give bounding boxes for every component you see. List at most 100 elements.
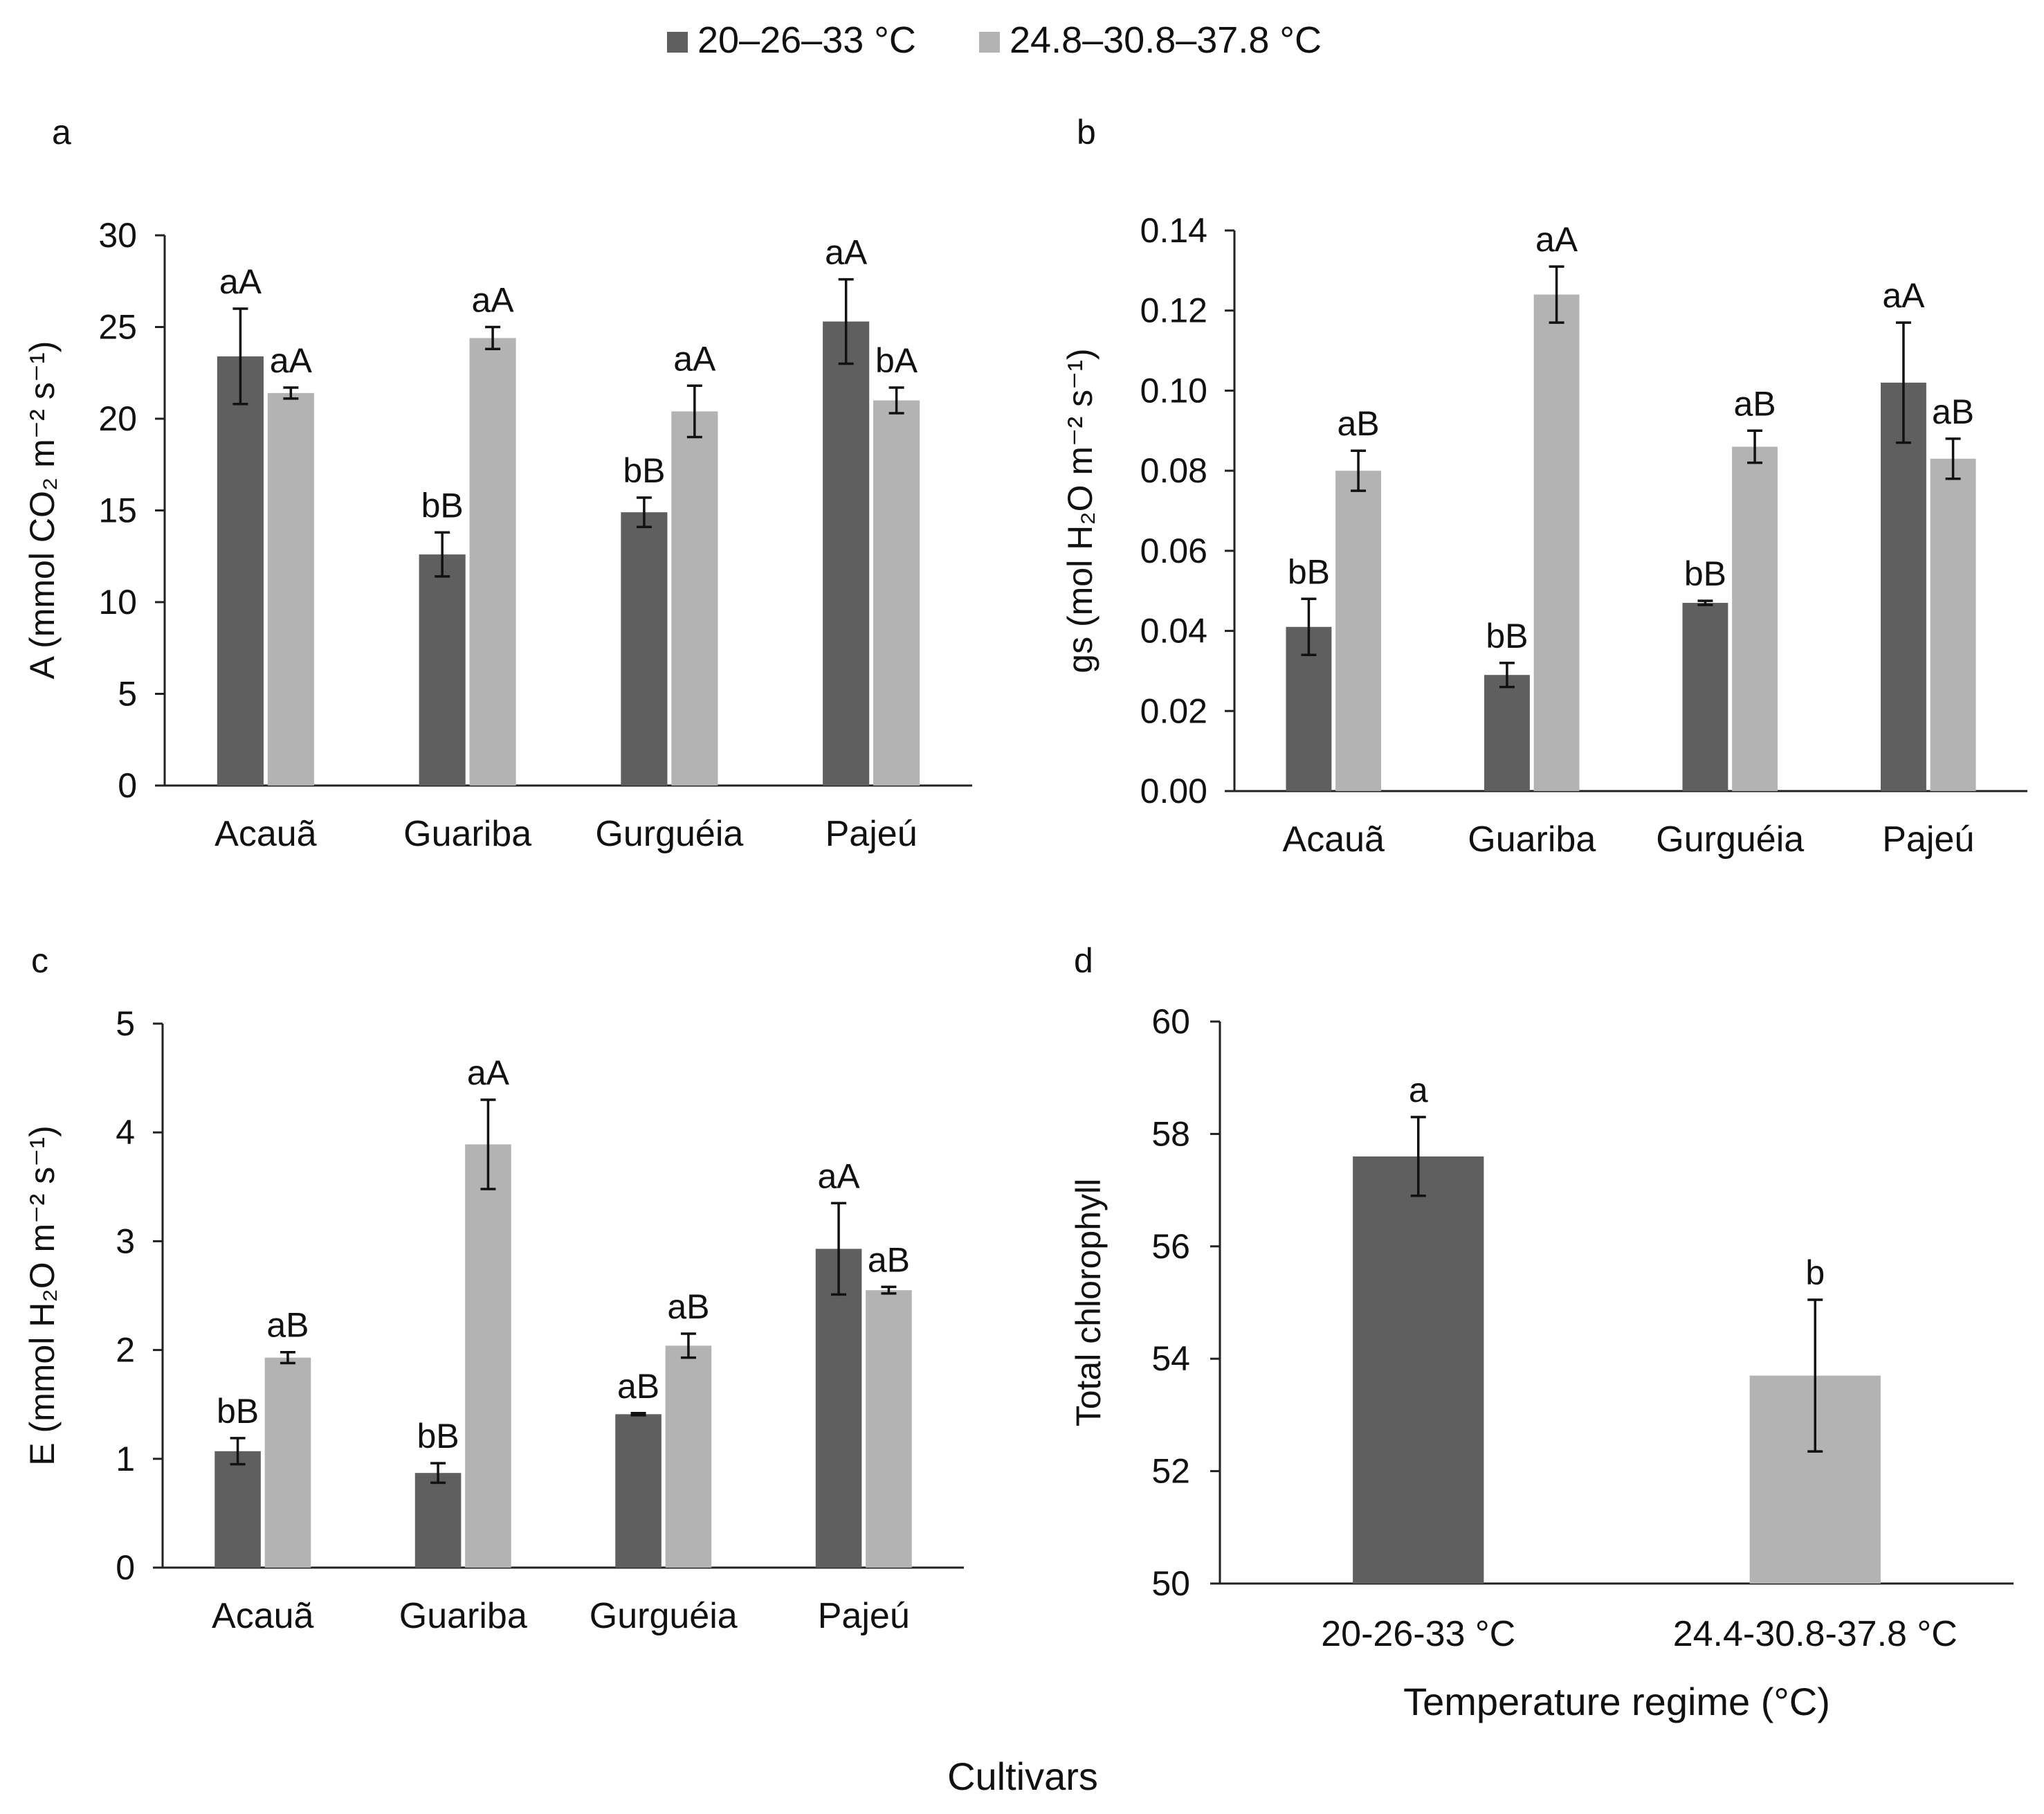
panel-c-significance-label: bB xyxy=(417,1417,459,1455)
panel-b-y-tick-label: 0.08 xyxy=(1140,451,1207,490)
panel-b-bar xyxy=(1732,446,1778,791)
panel-d-category-label: 24.4-30.8-37.8 °C xyxy=(1673,1614,1958,1654)
panel-b-y-tick-label: 0.10 xyxy=(1140,371,1207,410)
panel-c-significance-label: bB xyxy=(217,1392,259,1431)
panel-d-y-tick-label: 58 xyxy=(1151,1114,1190,1153)
panel-b-significance-label: aB xyxy=(1337,404,1379,443)
panel-d-bar xyxy=(1353,1156,1484,1584)
panel-c-category-label: Gurguéia xyxy=(590,1596,738,1636)
panel-b: b 0.00 0.02 0.04 0.06 0.08 0.10 0.12 0.14 gs (mol… xyxy=(1061,113,2027,860)
panel-a-y-tick-label: 30 xyxy=(98,216,137,255)
panel-c-category-label: Acauã xyxy=(212,1596,314,1636)
panel-b-category-label: Acauã xyxy=(1283,819,1385,860)
panel-a-bar xyxy=(419,554,466,786)
panel-b-significance-label: bB xyxy=(1684,554,1726,593)
legend-swatch-series-1 xyxy=(667,32,688,53)
panel-a: a 0 5 10 15 20 25 30 A (mmol CO₂ m⁻² s⁻¹) Acauã aA… xyxy=(23,113,972,854)
panel-b-significance-label: aA xyxy=(1535,220,1578,259)
panel-c-significance-label: aB xyxy=(266,1306,309,1345)
panel-a-significance-label: bB xyxy=(623,451,665,490)
panel-a-bar xyxy=(823,321,870,786)
panel-d-x-axis-label: Temperature regime (°C) xyxy=(1403,1680,1830,1723)
panel-a-bar xyxy=(621,512,668,786)
panel-c-y-axis-label: E (mmol H₂O m⁻² s⁻¹) xyxy=(23,1125,62,1466)
panel-d: d 50 52 54 56 58 60 Total chlorophyll 20-26-33 °… xyxy=(1069,941,2014,1723)
panel-c-y-tick-label: 5 xyxy=(116,1004,135,1043)
panel-a-bar xyxy=(873,400,920,786)
legend-label-series-2: 24.8–30.8–37.8 °C xyxy=(1010,19,1322,61)
panel-a-label: a xyxy=(52,113,71,152)
panel-c-significance-label: aA xyxy=(467,1053,510,1092)
panel-b-significance-label: bB xyxy=(1288,552,1330,591)
legend: 20–26–33 °C 24.8–30.8–37.8 °C xyxy=(667,19,1322,61)
panel-b-significance-label: aB xyxy=(1733,384,1776,423)
panel-a-category-label: Guariba xyxy=(403,814,531,854)
panel-c-bar xyxy=(665,1345,712,1568)
panel-d-y-tick-label: 52 xyxy=(1151,1452,1190,1491)
panel-a-y-axis-label: A (mmol CO₂ m⁻² s⁻¹) xyxy=(23,341,62,680)
panel-a-y-tick-label: 20 xyxy=(98,399,137,438)
panel-a-significance-label: bB xyxy=(421,486,464,525)
panel-b-y-tick-label: 0.00 xyxy=(1140,772,1207,810)
panel-a-y-tick-label: 0 xyxy=(118,766,137,805)
panel-a-significance-label: aA xyxy=(270,341,313,380)
panel-c-y-tick-label: 3 xyxy=(116,1222,135,1260)
panel-b-bar xyxy=(1533,294,1580,792)
panel-c-significance-label: aB xyxy=(667,1287,709,1326)
shared-x-axis-label: Cultivars xyxy=(947,1754,1098,1798)
panel-a-bar xyxy=(267,392,314,786)
panel-a-category-label: Pajeú xyxy=(825,814,918,854)
panel-d-y-tick-label: 50 xyxy=(1151,1564,1190,1603)
panel-a-significance-label: aA xyxy=(825,233,868,272)
panel-d-y-tick-label: 60 xyxy=(1151,1002,1190,1041)
panel-a-significance-label: bA xyxy=(875,341,918,380)
panel-b-bar xyxy=(1682,603,1728,791)
panel-b-bar xyxy=(1335,471,1382,791)
panel-a-y-tick-label: 25 xyxy=(98,308,137,347)
panel-c-significance-label: aB xyxy=(617,1367,659,1406)
panel-c-bar xyxy=(414,1473,462,1568)
panel-b-y-tick-label: 0.14 xyxy=(1140,211,1207,250)
panel-c-y-tick-label: 2 xyxy=(116,1331,135,1370)
panel-c-significance-label: aA xyxy=(817,1157,860,1195)
panel-a-bar xyxy=(217,356,264,786)
panel-b-bar xyxy=(1484,675,1530,791)
panel-d-category-label: 20-26-33 °C xyxy=(1321,1614,1515,1654)
panel-a-y-tick-label: 5 xyxy=(118,675,137,714)
panel-c-y-tick-label: 4 xyxy=(116,1113,135,1152)
panel-d-label: d xyxy=(1074,941,1093,980)
panel-b-category-label: Gurguéia xyxy=(1656,819,1804,860)
panel-d-significance-label: a xyxy=(1409,1071,1428,1109)
panel-d-significance-label: b xyxy=(1805,1253,1825,1292)
legend-label-series-1: 20–26–33 °C xyxy=(697,19,916,61)
panel-b-y-tick-label: 0.06 xyxy=(1140,532,1207,570)
panel-c-y-tick-label: 1 xyxy=(116,1440,135,1478)
panel-c-bar xyxy=(815,1249,862,1568)
panel-a-y-tick-label: 15 xyxy=(98,491,137,530)
panel-b-y-tick-label: 0.12 xyxy=(1140,291,1207,330)
panel-a-category-label: Gurguéia xyxy=(595,814,743,854)
panel-c-bar xyxy=(264,1357,311,1568)
panel-c-label: c xyxy=(31,941,48,980)
panel-c-significance-label: aB xyxy=(868,1240,910,1279)
panel-a-bar xyxy=(469,338,516,786)
panel-c-category-label: Pajeú xyxy=(818,1596,910,1636)
panel-b-bar xyxy=(1880,382,1926,791)
panel-a-bar xyxy=(671,411,718,786)
panel-c-y-tick-label: 0 xyxy=(116,1548,135,1587)
panel-d-y-tick-label: 54 xyxy=(1151,1339,1190,1378)
panel-b-y-tick-label: 0.02 xyxy=(1140,691,1207,730)
panel-b-category-label: Pajeú xyxy=(1882,819,1974,860)
panel-d-y-axis-label: Total chlorophyll xyxy=(1069,1179,1108,1427)
panel-c-bar xyxy=(465,1144,511,1568)
panel-c-bar xyxy=(615,1414,661,1568)
legend-swatch-series-2 xyxy=(979,32,1000,53)
panel-b-bar xyxy=(1930,458,1976,791)
panel-b-significance-label: bB xyxy=(1486,617,1528,655)
panel-a-significance-label: aA xyxy=(673,339,716,378)
panel-c: c 0 1 2 3 4 5 E (mmol H₂O m⁻² s⁻¹) Acauã bB aB Guar… xyxy=(23,941,964,1636)
panel-a-significance-label: aA xyxy=(472,281,515,320)
panel-c-category-label: Guariba xyxy=(399,1596,527,1636)
panel-b-significance-label: aB xyxy=(1932,392,1974,431)
